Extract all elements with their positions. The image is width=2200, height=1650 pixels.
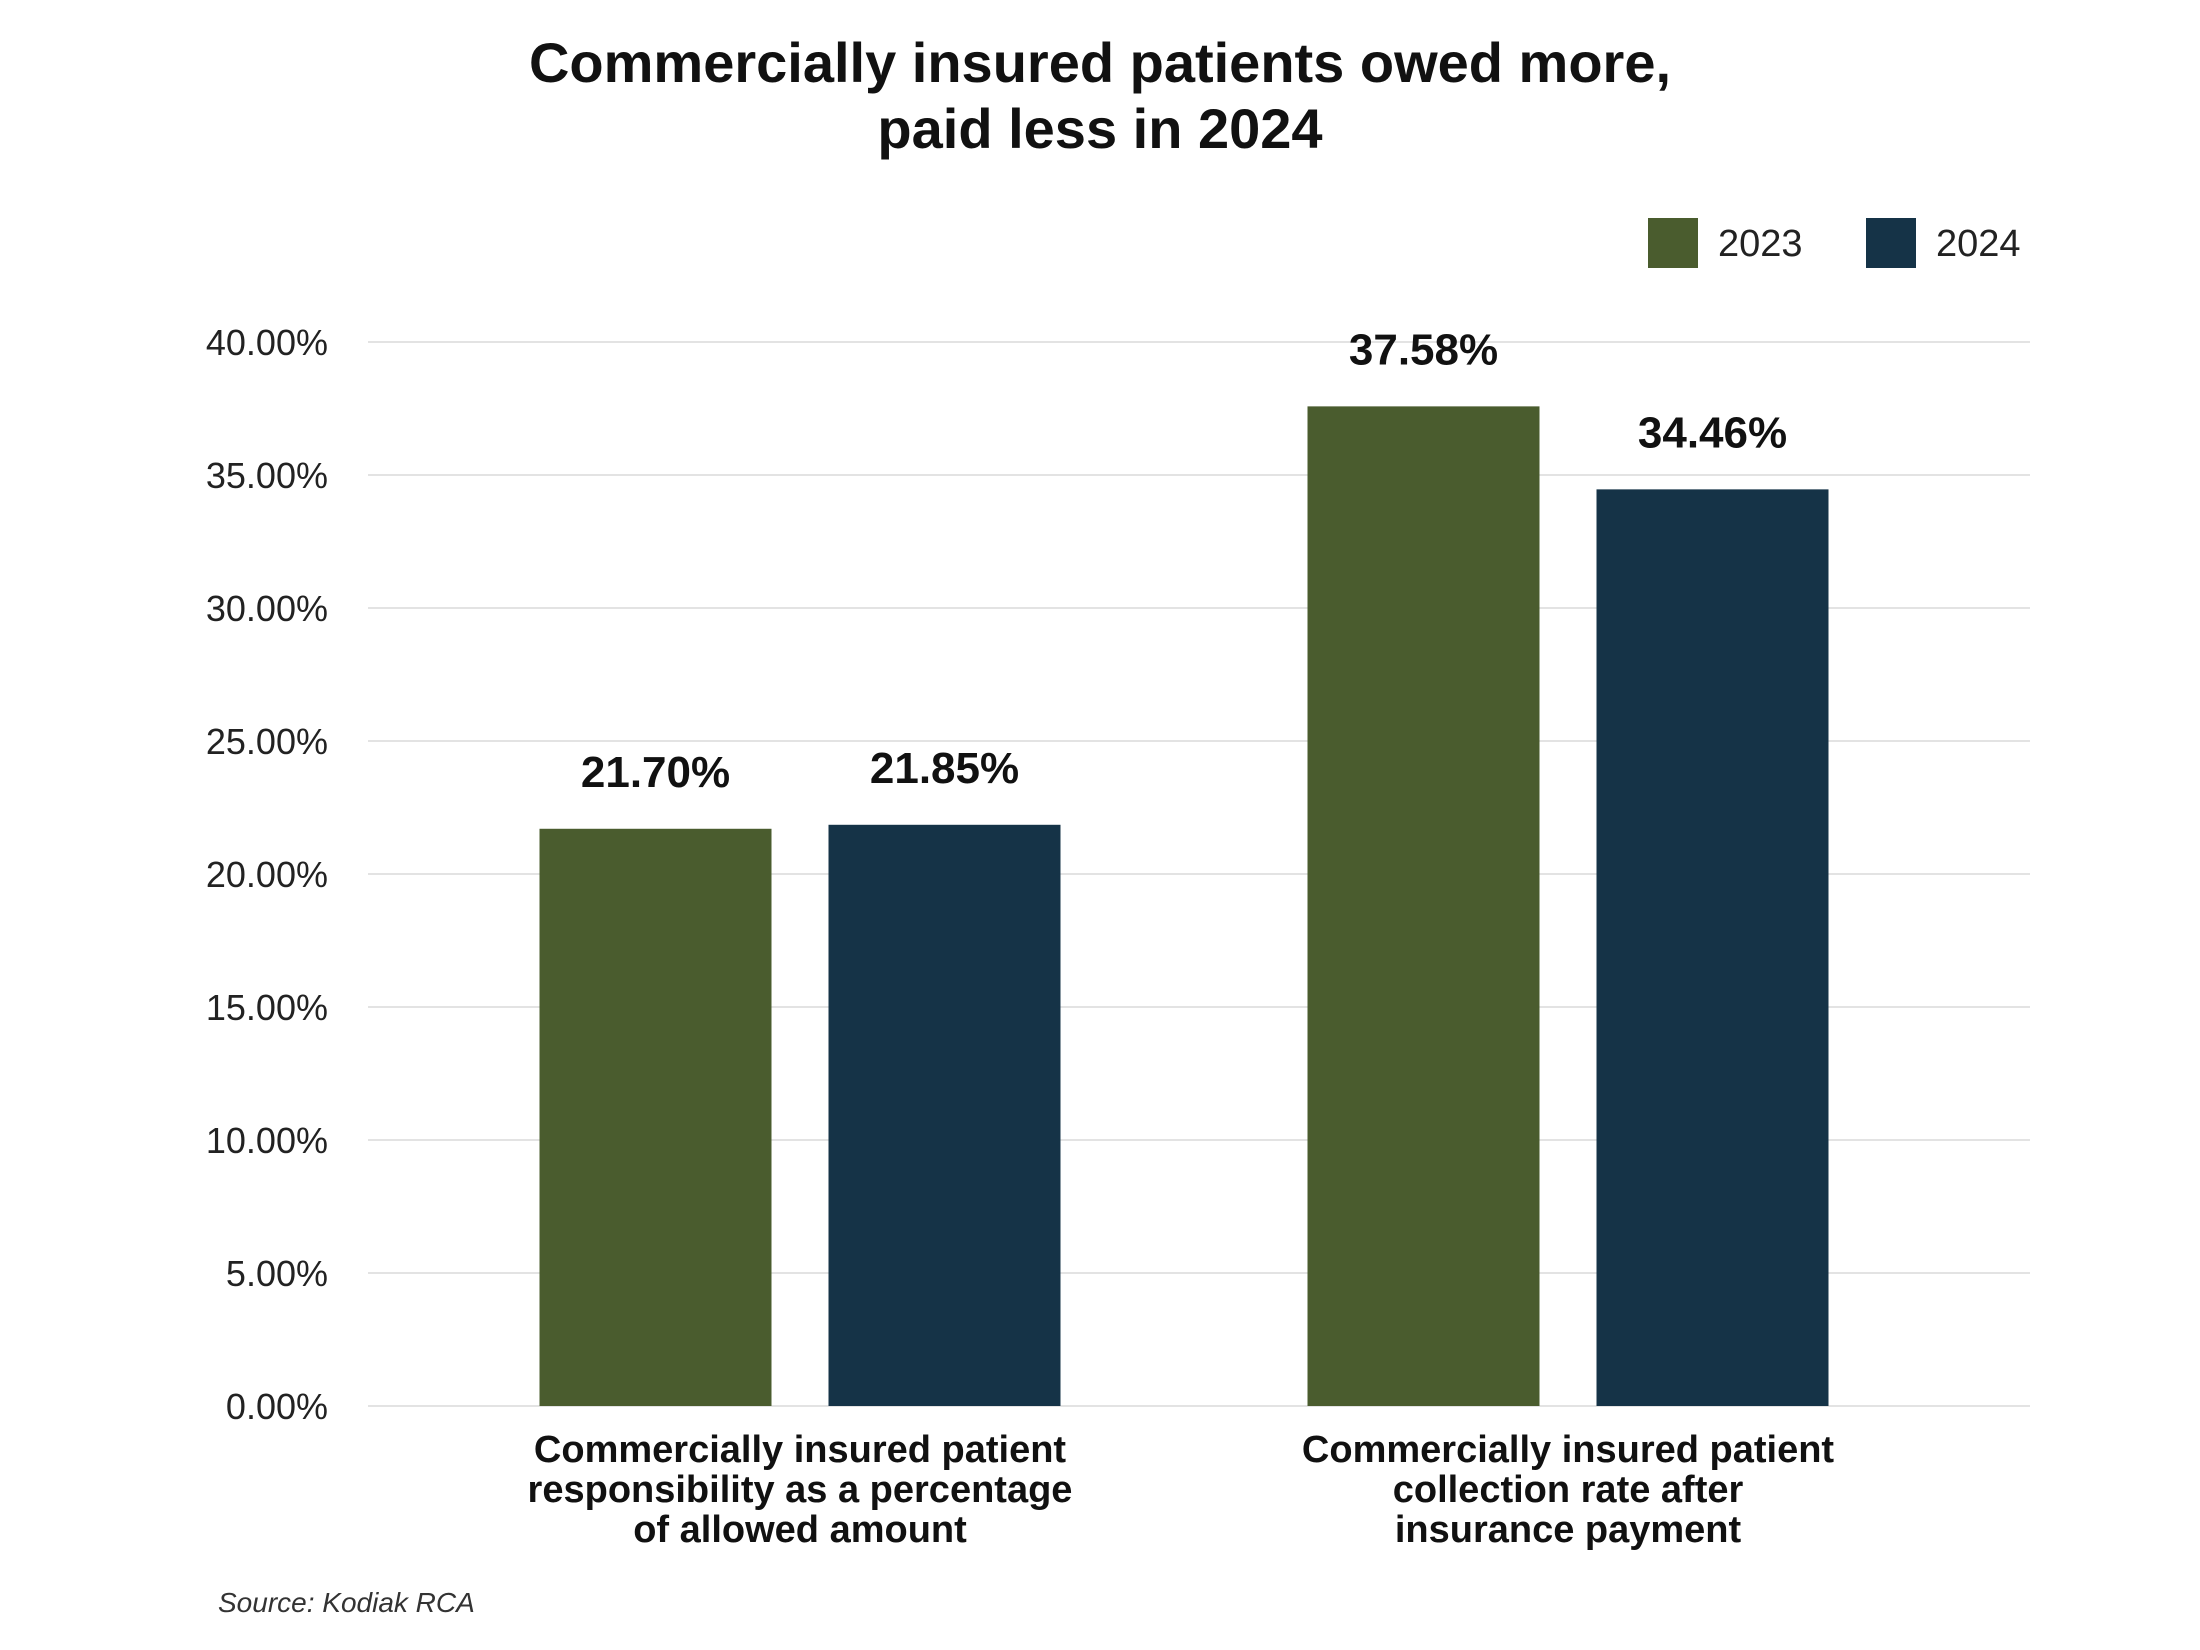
y-tick-label: 20.00% — [206, 854, 328, 895]
legend-label-2024: 2024 — [1936, 223, 2021, 265]
chart-title: Commercially insured patients owed more,… — [0, 30, 2200, 162]
category-label-1-line-3: of allowed amount — [633, 1509, 967, 1551]
source-note: Source: Kodiak RCA — [218, 1587, 475, 1618]
y-tick-label: 30.00% — [206, 588, 328, 629]
data-label-2023-cat1: 21.70% — [581, 748, 730, 797]
y-tick-label: 5.00% — [226, 1253, 328, 1294]
legend: 2023 2024 — [1648, 218, 2021, 268]
bars — [539, 406, 1829, 1406]
category-label-2-line-3: insurance payment — [1395, 1509, 1742, 1551]
y-tick-label: 25.00% — [206, 721, 328, 762]
category-label-2-line-2: collection rate after — [1393, 1469, 1744, 1511]
category-label-1-line-1: Commercially insured patient — [534, 1429, 1066, 1471]
bar-2023-cat2 — [1307, 406, 1540, 1406]
category-label-1-line-2: responsibility as a percentage — [528, 1469, 1073, 1511]
y-tick-label: 35.00% — [206, 455, 328, 496]
data-label-2023-cat2: 37.58% — [1349, 325, 1498, 374]
category-labels: Commercially insured patientresponsibili… — [528, 1429, 1835, 1551]
y-tick-label: 10.00% — [206, 1120, 328, 1161]
legend-label-2023: 2023 — [1718, 223, 1803, 265]
data-label-2024-cat1: 21.85% — [870, 744, 1019, 793]
y-tick-label: 15.00% — [206, 987, 328, 1028]
bar-2024-cat1 — [828, 824, 1061, 1406]
chart-title-line-2: paid less in 2024 — [877, 97, 1323, 160]
bar-2023-cat1 — [539, 828, 772, 1406]
category-label-2-line-1: Commercially insured patient — [1302, 1429, 1834, 1471]
chart-title-line-1: Commercially insured patients owed more, — [528, 31, 1672, 94]
data-labels: 21.70% 37.58% 21.85% 34.46% — [581, 325, 1787, 796]
legend-swatch-2024 — [1866, 218, 1916, 268]
data-label-2024-cat2: 34.46% — [1638, 408, 1787, 457]
y-tick-label: 0.00% — [226, 1386, 328, 1427]
y-axis-tick-labels: 0.00% 5.00% 10.00% 15.00% 20.00% 25.00% 30.00%… — [206, 322, 328, 1427]
y-tick-label: 40.00% — [206, 322, 328, 363]
legend-swatch-2023 — [1648, 218, 1698, 268]
bar-2024-cat2 — [1596, 489, 1829, 1406]
